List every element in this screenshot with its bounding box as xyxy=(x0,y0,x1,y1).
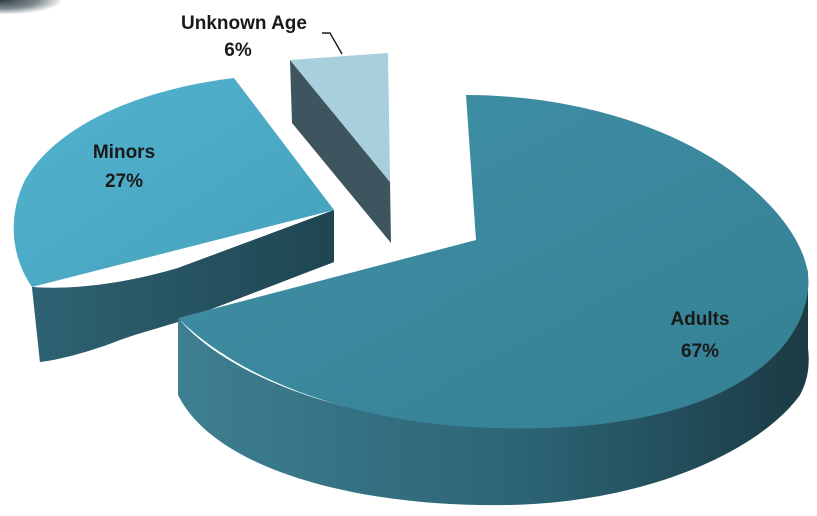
slice-unknown-age-top xyxy=(290,53,390,182)
slice-adults-top xyxy=(178,95,809,429)
corner-decoration xyxy=(0,0,60,14)
slice-unknown-age-side xyxy=(290,60,391,243)
label-adults-value: 67% xyxy=(681,341,719,362)
slice-adults-side xyxy=(178,265,809,506)
label-unknown-age-value: 6% xyxy=(224,40,252,61)
slice-adults xyxy=(178,95,809,506)
slice-minors-top xyxy=(13,78,335,287)
label-minors-name: Minors xyxy=(93,142,155,163)
slice-minors xyxy=(13,78,335,362)
slice-unknown-age xyxy=(290,53,391,243)
unknown-age-leader-line xyxy=(322,32,343,55)
label-unknown-age-name: Unknown Age xyxy=(181,13,307,34)
label-adults-name: Adults xyxy=(670,309,729,330)
label-minors-value: 27% xyxy=(105,171,143,192)
slice-minors-front-side xyxy=(32,210,334,362)
